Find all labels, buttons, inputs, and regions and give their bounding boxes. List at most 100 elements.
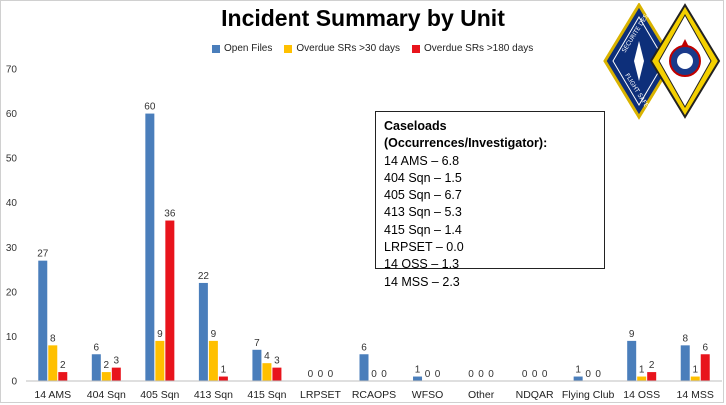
bar-value-label: 22 [198, 271, 210, 282]
bar-value-label: 0 [522, 369, 528, 380]
bar-value-label: 60 [144, 102, 156, 113]
bar [91, 354, 101, 381]
x-tick-label: NDQAR [516, 389, 554, 401]
chart-legend: Open Files Overdue SRs >30 days Overdue … [212, 43, 533, 54]
x-tick-label: LRPSET [300, 389, 341, 401]
bar [627, 340, 637, 381]
caseload-line-14-ams: 14 AMS – 6.8 [384, 153, 460, 168]
bar-value-label: 0 [381, 369, 387, 380]
bar-value-label: 6 [361, 342, 367, 353]
x-tick-label: 404 Sqn [87, 389, 126, 401]
caseload-line-413-sqn: 413 Sqn – 5.3 [384, 205, 462, 220]
x-tick-label: Other [468, 389, 495, 401]
caseload-line-404-sqn: 404 Sqn – 1.5 [384, 170, 462, 185]
y-tick-label: 60 [6, 109, 18, 120]
bar-value-label: 0 [532, 369, 538, 380]
bar [58, 372, 68, 381]
caseload-line-405-sqn: 405 Sqn – 6.7 [384, 188, 462, 203]
bar-value-label: 8 [682, 333, 688, 344]
bar [48, 345, 58, 381]
caseload-line-14-mss: 14 MSS – 2.3 [384, 274, 460, 289]
bar-value-label: 0 [318, 369, 324, 380]
bar-value-label: 8 [50, 333, 56, 344]
legend-item-overdue-30: Overdue SRs >30 days [284, 43, 400, 54]
bar-value-label: 0 [468, 369, 474, 380]
bar-value-label: 0 [488, 369, 494, 380]
x-tick-label: Flying Club [562, 389, 615, 401]
bar [359, 354, 369, 381]
y-tick-label: 40 [6, 198, 18, 209]
caseload-line-14-oss: 14 OSS – 1.3 [384, 257, 460, 272]
bar-value-label: 0 [435, 369, 441, 380]
legend-swatch-overdue-30 [284, 44, 293, 53]
bar-value-label: 6 [94, 342, 100, 353]
caseload-line-lrpset: LRPSET – 0.0 [384, 240, 464, 255]
bar [198, 282, 208, 381]
bar-value-label: 0 [478, 369, 484, 380]
bar-value-label: 7 [254, 338, 260, 349]
bar [208, 340, 218, 381]
bar [413, 376, 423, 381]
bar-value-label: 9 [211, 329, 217, 340]
y-tick-label: 20 [6, 287, 18, 298]
bar-value-label: 9 [629, 329, 635, 340]
y-tick-label: 10 [6, 332, 18, 343]
bar [218, 376, 228, 381]
y-tick-label: 30 [6, 243, 18, 254]
bar [700, 354, 710, 381]
legend-label-open-files: Open Files [224, 43, 273, 54]
bar-value-label: 27 [37, 249, 49, 260]
bar-value-label: 1 [415, 365, 421, 376]
bar [680, 345, 690, 381]
legend-label-overdue-30: Overdue SRs >30 days [296, 43, 401, 54]
bar-value-label: 2 [649, 360, 655, 371]
legend-swatch-overdue-180 [412, 44, 421, 53]
bar [155, 340, 165, 381]
bar-value-label: 0 [595, 369, 601, 380]
caseload-header: Caseloads (Occurrences/Investigator): [384, 119, 548, 151]
bar-value-label: 9 [157, 329, 163, 340]
bar [637, 376, 647, 381]
x-tick-label: 14 AMS [34, 389, 71, 401]
bar [165, 220, 175, 381]
x-tick-label: WFSO [412, 389, 444, 401]
bar-value-label: 3 [274, 356, 280, 367]
bar-value-label: 0 [542, 369, 548, 380]
bar-value-label: 2 [104, 360, 110, 371]
x-tick-label: 413 Sqn [194, 389, 233, 401]
bar-value-label: 1 [692, 365, 698, 376]
bar-value-label: 0 [328, 369, 334, 380]
bar [101, 372, 111, 381]
bar [252, 349, 262, 381]
caseload-annotation-box: Caseloads (Occurrences/Investigator): 14… [375, 111, 605, 289]
bar [111, 367, 121, 381]
y-tick-label: 70 [6, 65, 18, 76]
bar [262, 363, 272, 381]
legend-item-overdue-180: Overdue SRs >180 days [412, 43, 533, 54]
y-tick-label: 50 [6, 154, 18, 165]
legend-label-overdue-180: Overdue SRs >180 days [424, 43, 534, 54]
y-tick-label: 0 [11, 377, 17, 388]
bar-value-label: 6 [702, 342, 708, 353]
y-axis: 0 10 20 30 40 50 60 70 [6, 65, 18, 388]
bar-value-label: 0 [425, 369, 431, 380]
bar [145, 113, 155, 382]
bar-group [38, 113, 710, 382]
x-tick-label: 405 Sqn [140, 389, 179, 401]
bar-value-label: 2 [60, 360, 66, 371]
bar [690, 376, 700, 381]
bar [38, 260, 48, 381]
x-axis: 14 AMS 404 Sqn 405 Sqn 413 Sqn 415 Sqn LRPSET… [26, 380, 722, 401]
bar [647, 372, 657, 381]
bar-value-label: 1 [575, 365, 581, 376]
x-tick-label: 14 MSS [677, 389, 714, 401]
caseload-line-415-sqn: 415 Sqn – 1.4 [384, 222, 462, 237]
bar-value-label: 3 [114, 356, 120, 367]
chart-title: Incident Summary by Unit [221, 5, 505, 31]
bar-value-label: 4 [264, 351, 270, 362]
x-tick-label: 415 Sqn [247, 389, 286, 401]
flight-safety-badge-icon: SECURITE DES VOLS FLIGHT SAFETY [603, 3, 721, 120]
legend-swatch-open-files [212, 44, 220, 53]
bar [272, 367, 282, 381]
